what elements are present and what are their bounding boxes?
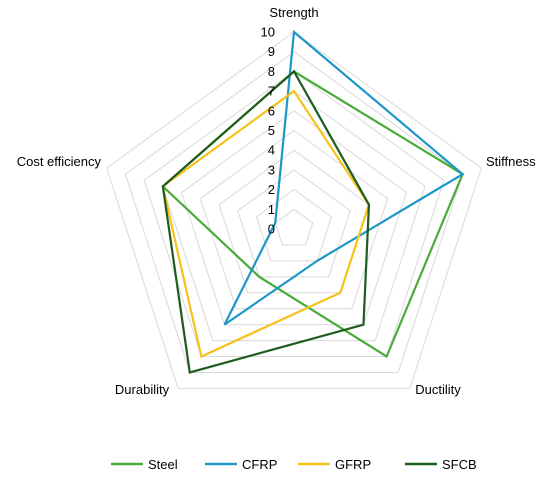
grid-ring [143,70,445,358]
legend-label-cfrp: CFRP [242,457,277,472]
tick-label: 4 [268,143,275,158]
series-layer [161,29,465,374]
grid-ring [255,188,333,262]
grid-ring [180,110,408,326]
tick-label: 0 [268,222,275,237]
series-sfcb-line [161,69,371,374]
tick-labels: 0 1 2 3 4 5 6 7 8 9 10 [261,25,275,237]
axis-label-cost-efficiency: Cost efficiency [17,154,102,169]
axis-label-stiffness: Stiffness [486,154,536,169]
tick-label: 2 [268,182,275,197]
series-cfrp-line [223,29,465,326]
legend-label-gfrp: GFRP [335,457,371,472]
legend: Steel CFRP GFRP SFCB [111,457,477,472]
grid-ring [124,51,464,373]
tick-label: 3 [268,162,275,177]
grid-layer [106,31,482,389]
axis-label-ductility: Ductility [415,382,461,397]
legend-label-sfcb: SFCB [442,457,477,472]
grid-ring [106,31,482,389]
tick-label: 1 [268,202,275,217]
tick-label: 10 [261,25,275,40]
axis-label-durability: Durability [115,382,170,397]
tick-label: 6 [268,103,275,118]
tick-label: 7 [268,84,275,99]
series-gfrp-line [161,89,371,359]
tick-label: 8 [268,64,275,79]
tick-label: 9 [268,44,275,59]
grid-ring [218,149,370,294]
grid-ring [199,129,389,310]
legend-label-steel: Steel [148,457,178,472]
axis-labels: Strength Stiffness Ductility Durability Cost… [17,5,536,397]
axis-label-strength: Strength [269,5,318,20]
grid-ring [274,208,314,246]
tick-label: 5 [268,123,275,138]
